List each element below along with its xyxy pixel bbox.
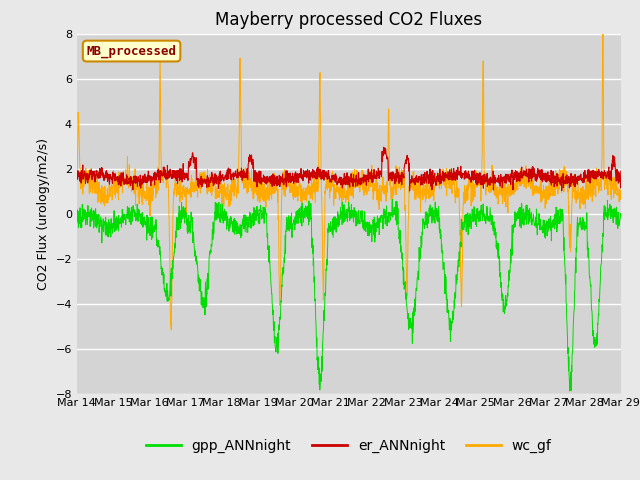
- Text: MB_processed: MB_processed: [86, 44, 177, 58]
- Y-axis label: CO2 Flux (urology/m2/s): CO2 Flux (urology/m2/s): [37, 138, 50, 289]
- Title: Mayberry processed CO2 Fluxes: Mayberry processed CO2 Fluxes: [215, 11, 483, 29]
- Legend: gpp_ANNnight, er_ANNnight, wc_gf: gpp_ANNnight, er_ANNnight, wc_gf: [140, 433, 557, 459]
